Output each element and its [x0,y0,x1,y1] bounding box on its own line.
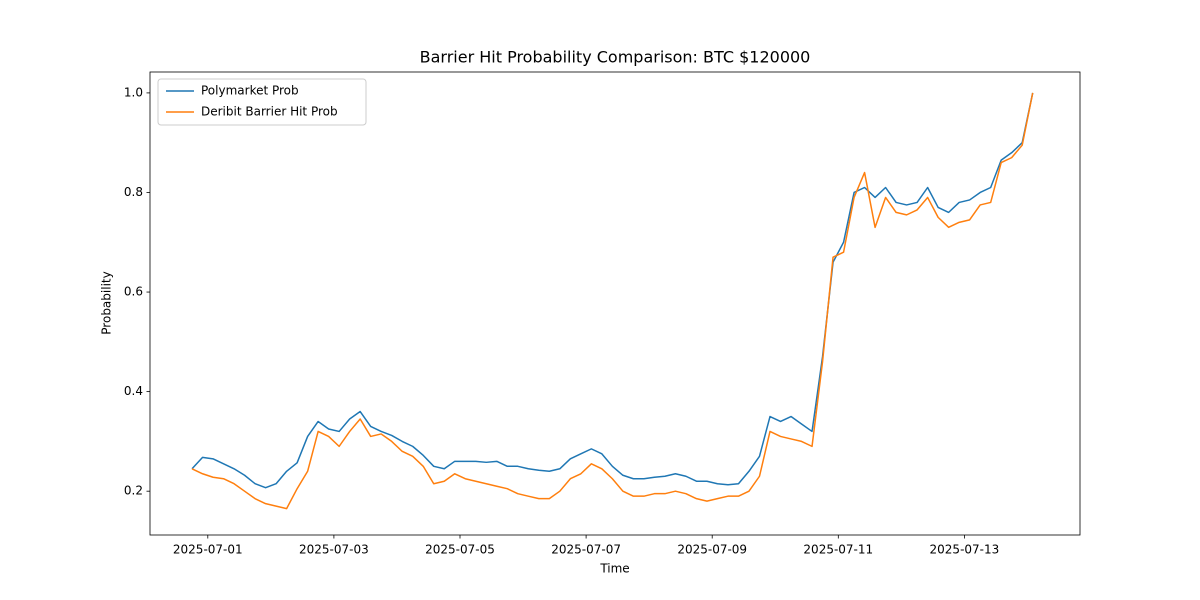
x-tick-label: 2025-07-07 [551,543,621,557]
legend-box [157,78,367,126]
x-tick-label: 2025-07-05 [425,543,495,557]
axes-frame [149,71,1081,536]
y-tick-label: 0.4 [124,384,143,398]
y-tick-label: 0.2 [124,484,143,498]
x-tick-label: 2025-07-03 [299,543,369,557]
chart-title: Barrier Hit Probability Comparison: BTC … [420,48,811,67]
series-line [191,92,1034,489]
y-tick-label: 1.0 [124,85,143,99]
x-axis-label: Time [599,562,629,576]
y-tick-label: 0.6 [124,285,143,299]
x-tick-label: 2025-07-01 [173,543,243,557]
x-tick-label: 2025-07-09 [677,543,747,557]
legend-label: Polymarket Prob [201,84,299,98]
x-tick-label: 2025-07-11 [803,543,873,557]
legend-label: Deribit Barrier Hit Prob [201,105,338,119]
y-tick-label: 0.8 [124,185,143,199]
series-line [191,92,1034,510]
x-tick-label: 2025-07-13 [930,543,1000,557]
y-axis-label: Probability [100,271,114,334]
